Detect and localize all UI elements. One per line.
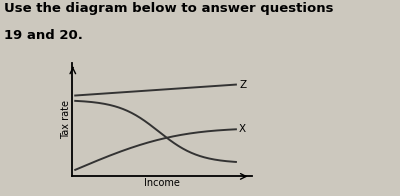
X-axis label: Income: Income — [144, 178, 180, 188]
Text: 19 and 20.: 19 and 20. — [4, 29, 83, 42]
Text: Z: Z — [239, 80, 246, 90]
Text: Use the diagram below to answer questions: Use the diagram below to answer question… — [4, 2, 334, 15]
Text: X: X — [239, 124, 246, 134]
Y-axis label: Tax rate: Tax rate — [61, 100, 71, 139]
